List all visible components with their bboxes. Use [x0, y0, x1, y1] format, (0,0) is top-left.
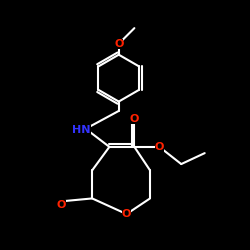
Text: O: O	[155, 142, 164, 152]
Text: O: O	[56, 200, 66, 210]
Text: O: O	[114, 39, 124, 49]
Text: O: O	[122, 209, 131, 219]
Text: HN: HN	[72, 125, 90, 135]
Text: O: O	[130, 114, 139, 124]
